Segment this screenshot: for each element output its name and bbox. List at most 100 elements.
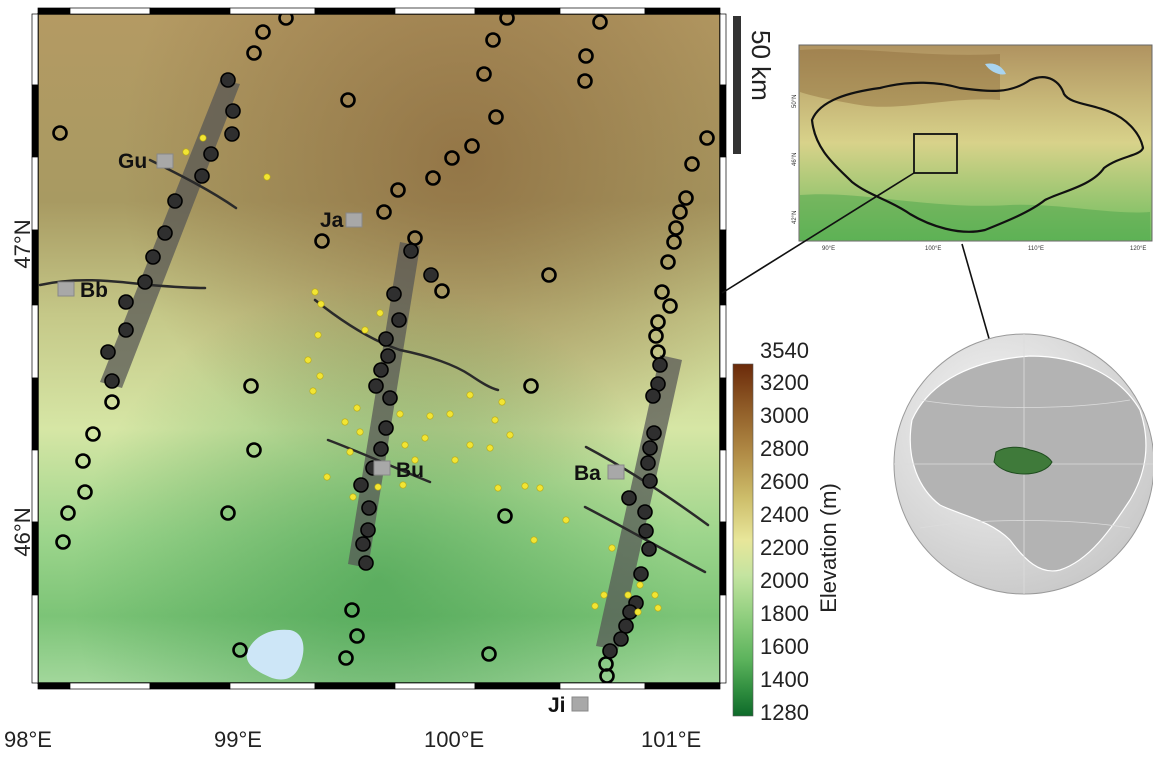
- station-open: [444, 150, 460, 166]
- border-segment: [719, 594, 727, 684]
- event-dot: [498, 398, 506, 406]
- event-dot: [323, 473, 331, 481]
- town-label-ji: Ji: [548, 694, 566, 717]
- station-filled: [373, 441, 389, 457]
- station-filled: [646, 425, 662, 441]
- seismic-events: [182, 134, 662, 616]
- station-filled: [386, 286, 402, 302]
- event-dot: [651, 591, 659, 599]
- lat-axis: 47°N 46°N: [10, 219, 35, 556]
- inset-lon-90: 90°E: [822, 246, 835, 252]
- colorbar-tick-label: 3200: [760, 370, 809, 395]
- border-segment: [31, 156, 39, 231]
- station-open: [481, 646, 497, 662]
- station-open: [596, 692, 609, 705]
- station-open: [666, 234, 682, 250]
- border-segment: [394, 682, 476, 690]
- inset-mongolia[interactable]: 90°E 100°E 110°E 120°E 50°N 46°N 42°N: [792, 44, 1153, 252]
- town-label-gu: Gu: [118, 150, 147, 173]
- station-open: [662, 298, 678, 314]
- event-dot: [466, 391, 474, 399]
- border-segment: [719, 304, 727, 379]
- event-dot: [314, 331, 322, 339]
- inset-lon-120: 120°E: [1130, 246, 1146, 252]
- town-markers: Gu Bb Ja Bu Ba Ji: [57, 150, 625, 717]
- station-filled: [642, 440, 658, 456]
- border-segment: [719, 156, 727, 231]
- station-open: [75, 453, 91, 469]
- station-open: [349, 628, 365, 644]
- station-filled: [225, 103, 241, 119]
- border-segment: [31, 13, 39, 86]
- event-dot: [491, 416, 499, 424]
- station-open: [52, 125, 68, 141]
- event-dot: [600, 591, 608, 599]
- event-dot: [506, 431, 514, 439]
- station-filled: [378, 420, 394, 436]
- town-marker-gu: [156, 153, 174, 169]
- event-dot: [446, 410, 454, 418]
- event-dot: [411, 456, 419, 464]
- station-open: [660, 254, 676, 270]
- event-dot: [426, 412, 434, 420]
- event-dot: [536, 484, 544, 492]
- colorbar-ticks: 3540 3200 3000 2800 2600 2400 2200 2000 1800 1600…: [760, 338, 809, 725]
- station-filled: [203, 146, 219, 162]
- station-open: [314, 233, 330, 249]
- lat-tick-47: 47°N: [10, 219, 35, 268]
- station-filled: [602, 643, 618, 659]
- main-map[interactable]: [31, 7, 727, 705]
- station-filled: [621, 490, 637, 506]
- station-filled: [382, 390, 398, 406]
- station-open: [541, 267, 557, 283]
- border-segment: [314, 7, 396, 15]
- station-open: [699, 130, 715, 146]
- basin-shade: [38, 14, 720, 683]
- border-segment: [474, 7, 561, 15]
- station-filled: [645, 388, 661, 404]
- station-open: [325, 688, 338, 701]
- event-dot: [353, 404, 361, 412]
- event-dot: [182, 148, 190, 156]
- station-filled: [373, 362, 389, 378]
- station-open: [60, 505, 76, 521]
- map-border: [31, 7, 727, 690]
- border-segment: [719, 84, 727, 158]
- station-open: [648, 328, 664, 344]
- border-segment: [31, 594, 39, 684]
- station-open: [55, 534, 71, 550]
- town-label-bu: Bu: [396, 459, 424, 482]
- station-filled: [378, 331, 394, 347]
- lon-tick-101: 101°E: [641, 727, 701, 752]
- station-filled: [137, 274, 153, 290]
- lon-tick-99: 99°E: [214, 727, 262, 752]
- event-dot: [346, 448, 354, 456]
- event-dot: [521, 482, 529, 490]
- town-label-ja: Ja: [320, 209, 344, 232]
- event-dot: [263, 173, 271, 181]
- colorbar-tick-label: 2400: [760, 502, 809, 527]
- event-dot: [376, 309, 384, 317]
- border-segment: [31, 377, 39, 451]
- border-segment: [31, 84, 39, 158]
- inset-relief-north: [800, 49, 1000, 107]
- station-open: [485, 32, 501, 48]
- event-dot: [421, 434, 429, 442]
- station-open: [246, 442, 262, 458]
- scale-bar-line: [733, 16, 741, 154]
- station-open: [344, 602, 360, 618]
- station-open: [376, 204, 392, 220]
- station-filled: [118, 294, 134, 310]
- connector-to-main-map: [721, 172, 915, 294]
- event-dot: [399, 481, 407, 489]
- station-open: [77, 484, 93, 500]
- station-open: [278, 14, 294, 26]
- station-open: [497, 508, 513, 524]
- station-filled: [353, 477, 369, 493]
- colorbar: 3540 3200 3000 2800 2600 2400 2200 2000 1800 1600…: [732, 338, 841, 725]
- station-filled: [637, 504, 653, 520]
- colorbar-tick-label: 2600: [760, 469, 809, 494]
- event-dot: [591, 602, 599, 610]
- border-segment: [644, 7, 721, 15]
- station-open: [464, 138, 480, 154]
